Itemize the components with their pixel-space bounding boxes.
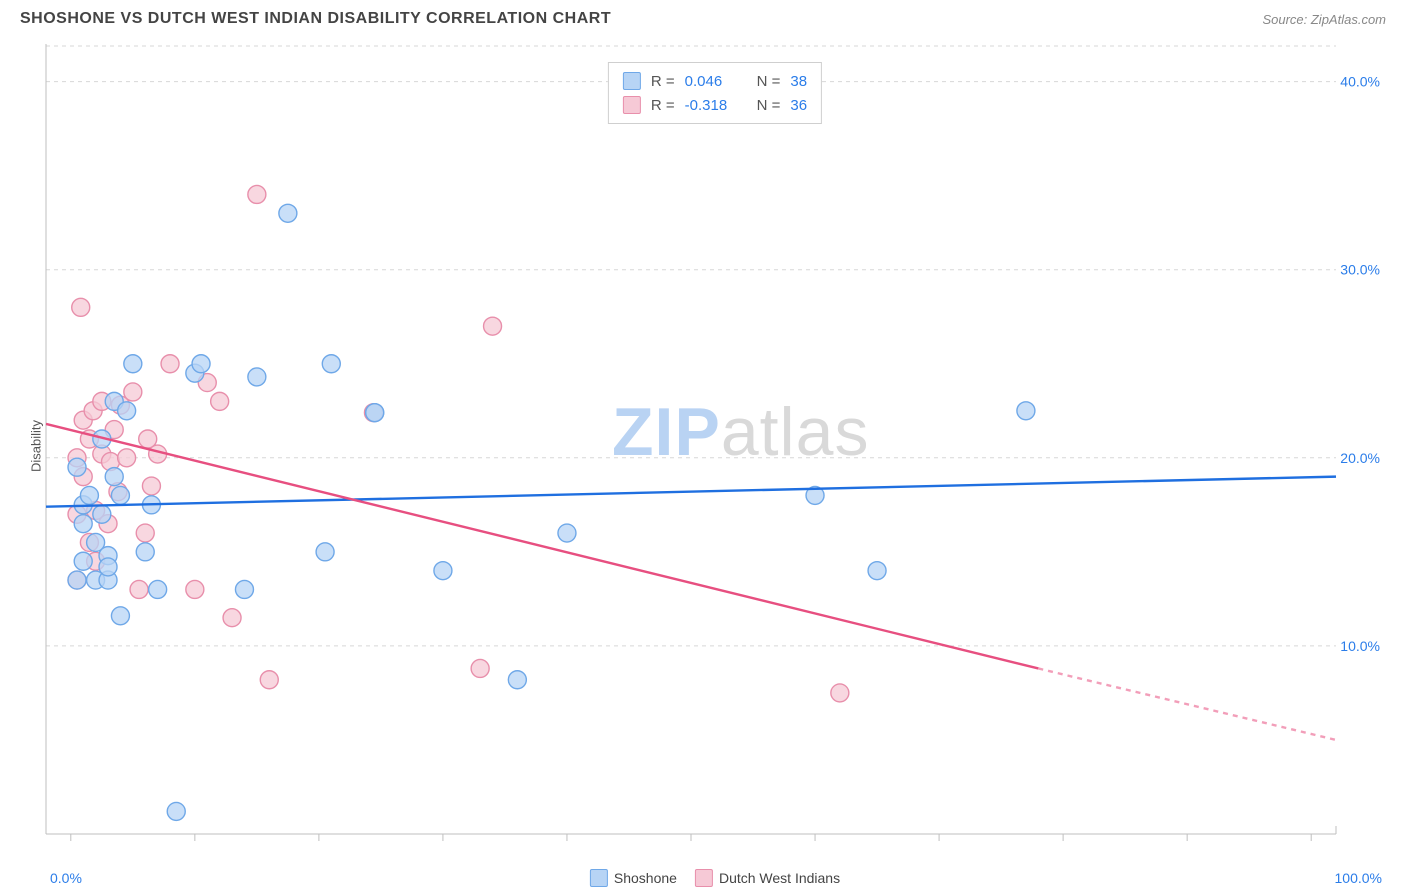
r-value-dutch: -0.318 xyxy=(685,97,739,114)
plot-area: 10.0%20.0%30.0%40.0% ZIPatlas R = 0.046 … xyxy=(44,44,1386,852)
dutch-swatch xyxy=(623,96,641,114)
r-label: R = xyxy=(651,97,675,114)
shoshone-legend-label: Shoshone xyxy=(614,870,677,886)
n-label: N = xyxy=(757,97,781,114)
series-legend: Shoshone Dutch West Indians xyxy=(590,869,840,887)
svg-text:20.0%: 20.0% xyxy=(1340,450,1380,466)
r-value-shoshone: 0.046 xyxy=(685,73,739,90)
n-value-dutch: 36 xyxy=(790,97,807,114)
x-max-label: 100.0% xyxy=(1335,870,1382,886)
correlation-legend: R = 0.046 N = 38 R = -0.318 N = 36 xyxy=(608,62,822,124)
n-value-shoshone: 38 xyxy=(790,73,807,90)
r-label: R = xyxy=(651,73,675,90)
x-min-label: 0.0% xyxy=(50,870,82,886)
source-label: Source: ZipAtlas.com xyxy=(1262,12,1386,27)
shoshone-swatch xyxy=(590,869,608,887)
shoshone-swatch xyxy=(623,72,641,90)
chart-title: SHOSHONE VS DUTCH WEST INDIAN DISABILITY… xyxy=(20,10,611,28)
n-label: N = xyxy=(757,73,781,90)
y-axis-label: Disability xyxy=(29,420,44,472)
svg-text:10.0%: 10.0% xyxy=(1340,638,1380,654)
svg-text:40.0%: 40.0% xyxy=(1340,74,1380,90)
dutch-legend-label: Dutch West Indians xyxy=(719,870,840,886)
dutch-swatch xyxy=(695,869,713,887)
scatter-chart: 10.0% 20.0% 30.0% 40.0% xyxy=(44,44,1386,852)
x-axis-footer: 0.0% Shoshone Dutch West Indians 100.0% xyxy=(44,870,1386,886)
svg-text:30.0%: 30.0% xyxy=(1340,262,1380,278)
